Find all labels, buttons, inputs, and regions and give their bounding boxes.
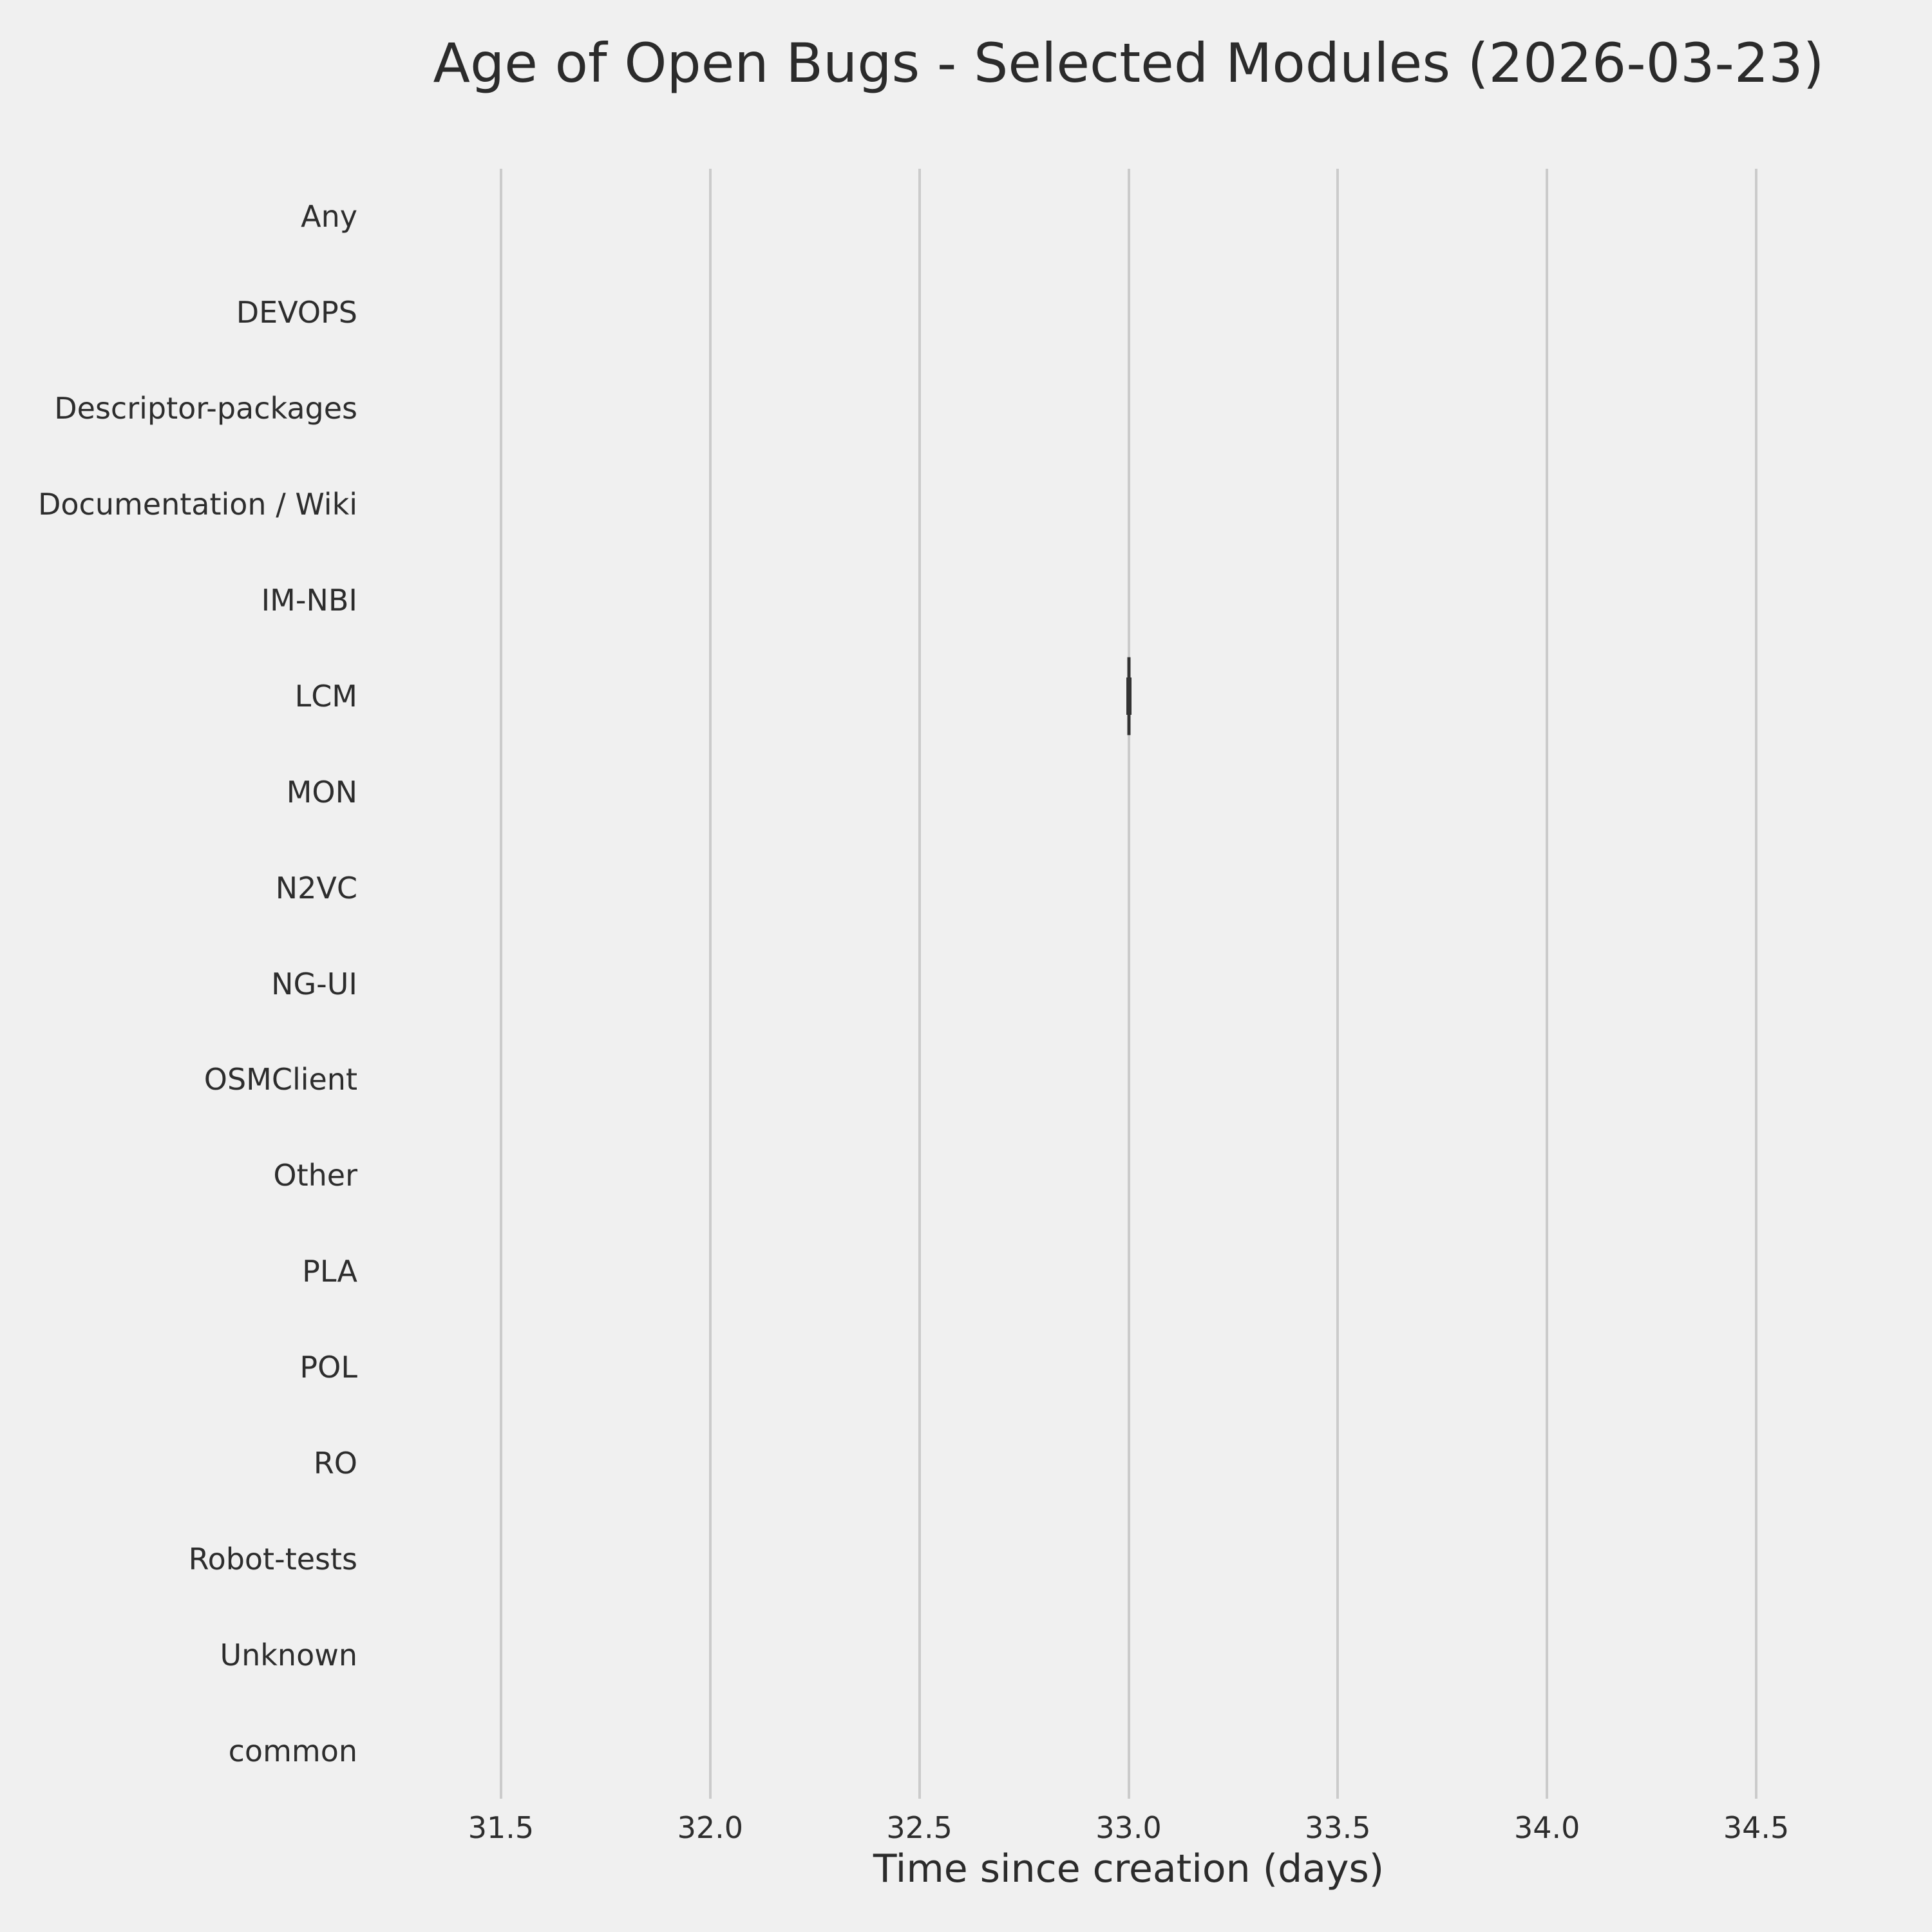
y-tick-label-im-nbi: IM-NBI: [261, 582, 357, 618]
gridline-x-32.5: [918, 169, 921, 1799]
gridline-x-34: [1546, 169, 1549, 1799]
chart-title: Age of Open Bugs - Selected Modules (202…: [433, 32, 1824, 95]
plot-area: [417, 169, 1840, 1799]
y-tick-label-devops: DEVOPS: [236, 295, 357, 330]
gridline-x-34.5: [1755, 169, 1758, 1799]
y-tick-label-any: Any: [301, 199, 357, 234]
y-tick-label-mon: MON: [286, 774, 357, 810]
y-tick-label-robot-tests: Robot-tests: [188, 1541, 357, 1577]
x-tick-label-33.5: 33.5: [1305, 1810, 1371, 1845]
x-axis-label: Time since creation (days): [873, 1846, 1385, 1891]
y-tick-label-descriptor-packages: Descriptor-packages: [54, 391, 357, 426]
y-tick-label-n2vc: N2VC: [275, 870, 357, 905]
gridline-x-32: [708, 169, 712, 1799]
x-tick-label-34.0: 34.0: [1513, 1810, 1580, 1845]
y-tick-label-documentation-wiki: Documentation / Wiki: [37, 487, 357, 522]
boxplot-box-LCM: [1126, 677, 1132, 715]
y-tick-label-lcm: LCM: [294, 678, 357, 714]
y-tick-label-other: Other: [273, 1158, 357, 1193]
x-tick-label-33.0: 33.0: [1095, 1810, 1162, 1845]
gridline-x-33.5: [1336, 169, 1340, 1799]
gridline-x-31.5: [499, 169, 502, 1799]
y-tick-label-osmclient: OSMClient: [204, 1062, 357, 1097]
y-tick-label-pol: POL: [299, 1350, 357, 1385]
y-tick-label-pla: PLA: [302, 1254, 357, 1289]
x-tick-label-34.5: 34.5: [1723, 1810, 1790, 1845]
y-tick-label-ro: RO: [313, 1445, 357, 1481]
gridline-x-33: [1127, 169, 1130, 1799]
y-tick-label-unknown: Unknown: [220, 1637, 357, 1672]
x-tick-label-31.5: 31.5: [468, 1810, 535, 1845]
y-tick-label-common: common: [228, 1733, 357, 1768]
x-tick-label-32.5: 32.5: [886, 1810, 952, 1845]
x-tick-label-32.0: 32.0: [677, 1810, 743, 1845]
y-tick-label-ng-ui: NG-UI: [271, 966, 357, 1001]
